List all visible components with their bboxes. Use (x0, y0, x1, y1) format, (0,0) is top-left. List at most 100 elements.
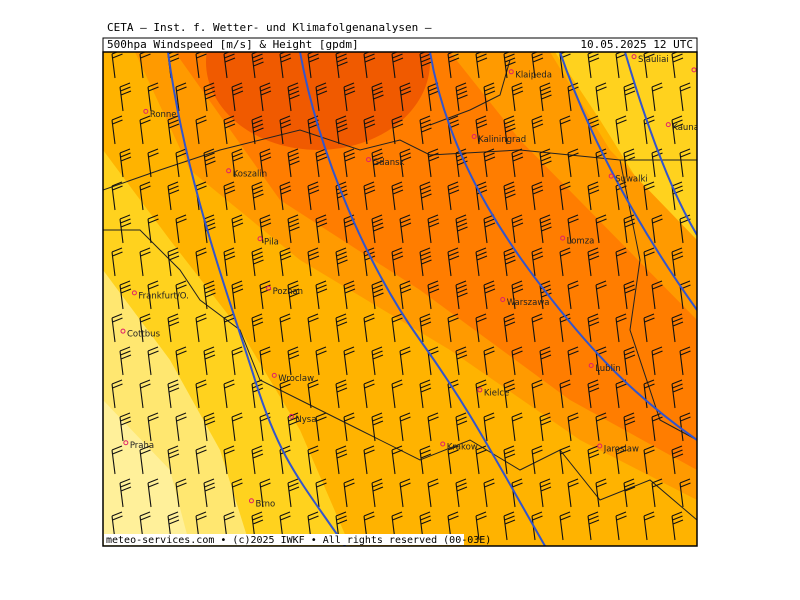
wind-barb (335, 445, 348, 475)
wind-barb (623, 346, 636, 376)
wind-barb (615, 115, 627, 145)
wind-barb (287, 82, 300, 112)
wind-barb (287, 148, 300, 178)
city-label: Lomza (567, 237, 595, 247)
wind-barb (587, 247, 600, 277)
wind-barb (307, 313, 319, 343)
wind-barb (503, 181, 516, 211)
wind-barb (427, 214, 440, 244)
speed-band (175, 52, 697, 470)
wind-barb (259, 346, 271, 376)
city-marker (508, 69, 514, 75)
city-marker (248, 498, 254, 504)
height-contour (429, 52, 697, 441)
height-contour (167, 52, 346, 546)
wind-barb (251, 379, 264, 409)
wind-barb (511, 82, 524, 112)
wind-barb (391, 115, 404, 145)
wind-barb (111, 313, 123, 343)
wind-barb (315, 280, 328, 310)
city-label: Poznan (273, 287, 303, 297)
wind-barb (167, 181, 180, 211)
wind-barb (595, 412, 607, 442)
wind-barb (427, 478, 439, 508)
city-label: Warszawa (507, 298, 550, 308)
wind-barb (475, 511, 487, 541)
wind-barb (511, 148, 524, 178)
wind-barb (287, 214, 300, 244)
wind-barb (623, 412, 636, 442)
wind-barb (223, 247, 236, 277)
wind-barb (475, 379, 487, 409)
wind-barb (371, 346, 384, 376)
city-marker (631, 54, 637, 60)
wind-barb (643, 379, 655, 409)
map-frame (102, 51, 698, 547)
wind-barb (671, 313, 684, 343)
wind-barb (567, 280, 579, 310)
wind-barb (175, 412, 187, 442)
wind-barb (511, 214, 524, 244)
wind-barb (139, 445, 151, 475)
city-marker (597, 443, 603, 449)
wind-barb (167, 313, 180, 343)
wind-barb (111, 181, 123, 211)
wind-barb (371, 280, 384, 310)
wind-barb (251, 52, 264, 79)
wind-barb (419, 511, 432, 541)
wind-barb (223, 115, 236, 145)
wind-barb (259, 478, 271, 508)
wind-barb (307, 181, 320, 211)
wind-barb (363, 52, 376, 79)
wind-barb (539, 478, 552, 508)
city-marker (471, 133, 477, 139)
wind-barb (419, 52, 432, 79)
city-marker (560, 235, 566, 241)
wind-barb (371, 412, 384, 442)
wind-barb (623, 214, 636, 244)
wind-barb (615, 511, 627, 541)
wind-barb (503, 115, 516, 145)
wind-barb (175, 82, 187, 112)
wind-barb (307, 379, 319, 409)
city-marker (226, 168, 232, 174)
city-label: Kaliningrad (478, 135, 526, 145)
wind-barb (231, 148, 244, 178)
wind-barb (251, 313, 264, 343)
wind-barb (399, 478, 411, 508)
wind-barb (203, 280, 216, 310)
wind-barb (231, 280, 244, 310)
wind-barb (287, 280, 300, 310)
wind-barb (567, 148, 579, 178)
wind-barb (195, 313, 207, 343)
wind-barb (399, 82, 412, 112)
wind-barb (615, 445, 627, 475)
wind-barb (531, 115, 544, 145)
wind-barb (539, 346, 552, 376)
wind-barb (503, 313, 516, 343)
wind-barb (671, 52, 684, 79)
wind-barb (231, 478, 243, 508)
wind-barb (175, 478, 187, 508)
wind-barb (643, 445, 655, 475)
wind-barb (595, 478, 607, 508)
wind-barb (475, 181, 488, 211)
border (429, 59, 511, 126)
wind-barb (455, 478, 468, 508)
wind-barb (447, 445, 459, 475)
wind-barb (111, 115, 123, 145)
wind-barb (483, 214, 496, 244)
wind-barb (231, 214, 244, 244)
wind-barb (307, 247, 320, 277)
wind-barb (251, 247, 264, 277)
wind-barb (671, 511, 684, 541)
wind-barb (399, 148, 412, 178)
wind-barb (615, 313, 627, 343)
wind-barb (335, 52, 348, 79)
wind-barb (111, 445, 123, 475)
wind-barb (419, 181, 432, 211)
wind-barb (195, 115, 207, 145)
wind-barb (615, 181, 627, 211)
city-marker (665, 122, 671, 128)
